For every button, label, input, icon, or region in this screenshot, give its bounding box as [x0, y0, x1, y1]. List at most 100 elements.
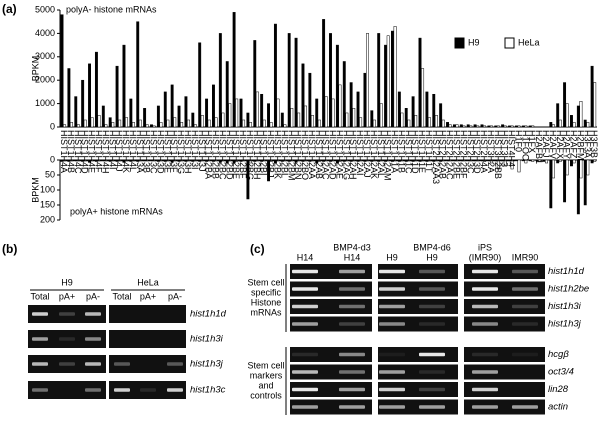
- bar: [524, 125, 528, 128]
- x-tick-label: HIST1H2BC: [217, 130, 227, 180]
- bar: [528, 125, 532, 128]
- gel: [378, 399, 458, 415]
- bar: [63, 159, 67, 162]
- bar: [428, 159, 431, 162]
- bar: [455, 124, 459, 128]
- bar: [118, 119, 122, 128]
- section-label: Stem cell: [247, 277, 284, 287]
- bar: [556, 159, 560, 164]
- bar: [366, 33, 369, 128]
- bar: [267, 159, 270, 182]
- bar: [349, 82, 353, 128]
- bar: [242, 119, 246, 128]
- bar: [563, 82, 567, 128]
- gel-band: [292, 287, 318, 291]
- x-tick-label: HIST2H2AA3: [431, 130, 441, 184]
- group-label: H9: [61, 277, 73, 287]
- bar: [469, 159, 473, 162]
- bar: [404, 108, 408, 128]
- bar: [407, 159, 411, 162]
- bar: [297, 112, 301, 128]
- x-tick-label: HIST1H2BM: [286, 130, 296, 181]
- lane-label: Total: [30, 291, 49, 301]
- x-tick-label: HIST1H2BI: [259, 130, 269, 176]
- gel: [28, 330, 106, 348]
- bar: [565, 159, 569, 176]
- bar: [324, 96, 328, 128]
- gel: [464, 316, 545, 332]
- gel-band: [292, 269, 318, 274]
- gel-band: [339, 304, 365, 309]
- x-tick-label: HIST1H4A: [59, 130, 69, 173]
- gel-band: [339, 370, 365, 374]
- gel-band: [292, 370, 318, 374]
- x-tick-label: HIST1H4F: [93, 130, 103, 173]
- y-axis-label: BPKM: [30, 177, 40, 203]
- gel-band: [85, 388, 101, 392]
- bar: [180, 159, 184, 162]
- gel-band: [472, 322, 498, 326]
- gel-band: [59, 312, 75, 316]
- bar: [177, 105, 181, 128]
- bar: [487, 125, 491, 128]
- lane-label: pA-: [168, 291, 182, 301]
- bar: [469, 125, 473, 128]
- gel-band: [419, 287, 445, 291]
- bar: [207, 159, 211, 162]
- bar: [221, 112, 225, 128]
- gel-band: [512, 405, 538, 409]
- x-tick-label: H2BFM: [575, 130, 585, 161]
- bar: [118, 159, 122, 162]
- gel: [290, 299, 372, 314]
- bar: [496, 125, 500, 128]
- bar: [232, 12, 236, 128]
- y-tick-label: 4000: [35, 28, 55, 38]
- bar: [322, 19, 326, 128]
- bar: [439, 103, 443, 128]
- legend-swatch: [454, 37, 465, 49]
- bar: [214, 117, 218, 128]
- gel-band: [339, 405, 365, 409]
- x-tick-label: HIST1H2AJ: [362, 130, 372, 178]
- bar: [70, 122, 73, 128]
- bar: [414, 115, 418, 128]
- bar: [563, 159, 567, 203]
- x-tick-label: HIST1H2BO: [300, 130, 310, 180]
- gel: [378, 264, 458, 279]
- gel-band: [512, 322, 538, 326]
- bar: [131, 159, 135, 162]
- bar: [150, 124, 153, 128]
- x-tick-label: H3F3A: [582, 130, 592, 158]
- bar: [572, 159, 576, 164]
- bar: [425, 91, 429, 128]
- bar: [246, 159, 250, 200]
- bar: [221, 159, 225, 162]
- bar: [483, 125, 487, 128]
- bar: [331, 159, 335, 162]
- y-tick-label: 50: [45, 169, 55, 179]
- bar: [324, 159, 328, 162]
- column-label: BMP4-d6: [413, 242, 451, 252]
- x-tick-label: HIST3H2A: [486, 130, 496, 173]
- bar: [359, 117, 363, 128]
- gel-band: [292, 304, 318, 309]
- x-tick-label: HIST1H2AI: [355, 130, 365, 176]
- bar: [242, 159, 246, 162]
- x-tick-label: HIST2H2BE: [451, 130, 461, 179]
- bar: [104, 124, 108, 128]
- panel-label: (c): [250, 242, 265, 256]
- gel: [464, 264, 545, 279]
- bar: [459, 124, 463, 128]
- bar: [434, 159, 438, 162]
- lane-label: pA+: [140, 291, 156, 301]
- x-tick-label: HIST1H1D: [410, 130, 420, 174]
- gel-band: [85, 337, 101, 341]
- bar: [115, 65, 119, 128]
- bar: [97, 115, 101, 128]
- bar: [356, 91, 360, 128]
- gene-label: hist1h3c: [190, 385, 226, 396]
- x-tick-label: HIST1H2AB: [314, 130, 324, 179]
- bar: [583, 159, 587, 206]
- bar: [590, 159, 594, 164]
- x-tick-label: HIST1H3J: [197, 130, 207, 172]
